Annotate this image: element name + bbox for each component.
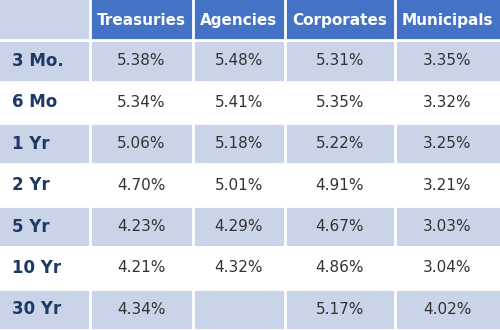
Bar [192, 247, 285, 289]
Text: 5.38%: 5.38% [117, 53, 166, 68]
Bar [90, 82, 192, 123]
Bar [192, 123, 285, 164]
Text: 5.35%: 5.35% [316, 95, 364, 110]
Bar [90, 247, 192, 289]
Bar [285, 0, 395, 40]
Bar [0, 206, 90, 247]
Text: Treasuries: Treasuries [97, 13, 186, 28]
Text: 3.35%: 3.35% [423, 53, 472, 68]
Text: 5.06%: 5.06% [117, 136, 166, 151]
Bar [285, 40, 395, 82]
Bar [192, 0, 285, 40]
Text: 4.32%: 4.32% [214, 260, 263, 276]
Bar [90, 123, 192, 164]
Bar [285, 247, 395, 289]
Bar [395, 289, 500, 330]
Bar [395, 0, 500, 40]
Bar [395, 206, 500, 247]
Text: Agencies: Agencies [200, 13, 278, 28]
Text: 4.86%: 4.86% [316, 260, 364, 276]
Bar [192, 289, 285, 330]
Bar [90, 164, 192, 206]
Bar [285, 123, 395, 164]
Bar [0, 0, 90, 40]
Bar [192, 164, 285, 206]
Text: 4.67%: 4.67% [316, 219, 364, 234]
Text: 3.21%: 3.21% [423, 178, 472, 193]
Bar [90, 289, 192, 330]
Bar [395, 82, 500, 123]
Bar [90, 0, 192, 40]
Bar [395, 164, 500, 206]
Bar [395, 40, 500, 82]
Text: 2 Yr: 2 Yr [12, 176, 50, 194]
Text: 4.70%: 4.70% [117, 178, 166, 193]
Bar [192, 206, 285, 247]
Bar [285, 206, 395, 247]
Bar [285, 289, 395, 330]
Text: 3 Mo.: 3 Mo. [12, 52, 64, 70]
Text: 4.34%: 4.34% [117, 302, 166, 317]
Bar [90, 206, 192, 247]
Bar [0, 289, 90, 330]
Bar [0, 123, 90, 164]
Text: 30 Yr: 30 Yr [12, 300, 62, 318]
Bar [192, 40, 285, 82]
Bar [285, 164, 395, 206]
Text: 6 Mo: 6 Mo [12, 93, 58, 111]
Text: 5.41%: 5.41% [214, 95, 263, 110]
Bar [0, 164, 90, 206]
Text: 3.32%: 3.32% [423, 95, 472, 110]
Text: 4.02%: 4.02% [424, 302, 472, 317]
Text: 4.23%: 4.23% [117, 219, 166, 234]
Text: 5.22%: 5.22% [316, 136, 364, 151]
Text: 5.31%: 5.31% [316, 53, 364, 68]
Text: 5.17%: 5.17% [316, 302, 364, 317]
Bar [90, 40, 192, 82]
Bar [0, 82, 90, 123]
Text: 5 Yr: 5 Yr [12, 217, 50, 236]
Text: 5.48%: 5.48% [214, 53, 263, 68]
Text: 1 Yr: 1 Yr [12, 135, 50, 153]
Text: 3.25%: 3.25% [423, 136, 472, 151]
Bar [395, 123, 500, 164]
Text: 4.29%: 4.29% [214, 219, 263, 234]
Text: 5.18%: 5.18% [214, 136, 263, 151]
Text: 4.91%: 4.91% [316, 178, 364, 193]
Text: Corporates: Corporates [292, 13, 388, 28]
Text: 5.01%: 5.01% [214, 178, 263, 193]
Bar [395, 247, 500, 289]
Text: Municipals: Municipals [402, 13, 493, 28]
Text: 3.03%: 3.03% [423, 219, 472, 234]
Bar [0, 247, 90, 289]
Text: 5.34%: 5.34% [117, 95, 166, 110]
Text: 3.04%: 3.04% [423, 260, 472, 276]
Bar [192, 82, 285, 123]
Text: 10 Yr: 10 Yr [12, 259, 62, 277]
Bar [285, 82, 395, 123]
Text: 4.21%: 4.21% [117, 260, 166, 276]
Bar [0, 40, 90, 82]
